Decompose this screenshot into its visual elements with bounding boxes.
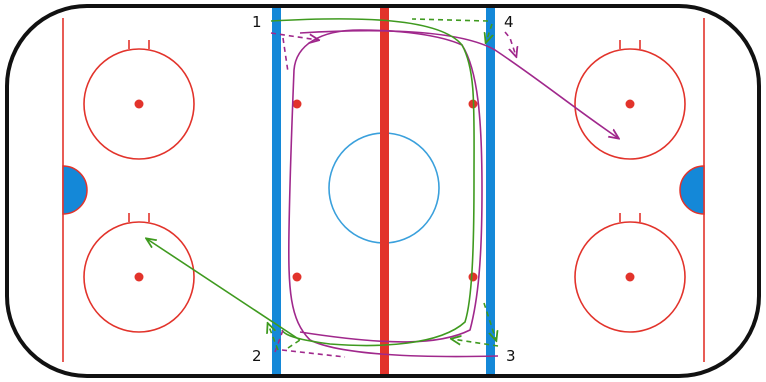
purple-pass-4-right [504,31,516,56]
purple-pass-2-to-3 [281,349,346,358]
player-label-2: 2 [252,347,262,365]
faceoff-circle-bottom-left [83,213,195,333]
player-label-3: 3 [506,347,516,365]
purple-pass-1-to-blue [270,32,318,40]
neutral-dot-top-left [292,99,302,109]
neutral-dot-bottom-left [292,272,302,282]
neutral-dot-bottom-right [468,272,478,282]
green-skate-route [270,18,475,347]
right-goal-crease [679,165,705,215]
left-goal-crease [62,165,88,215]
faceoff-circle-top-right [574,40,686,160]
right-blue-line [486,8,495,374]
left-blue-line [272,8,281,374]
purple-pass-1-down [282,37,289,73]
faceoff-circle-top-left [83,40,195,160]
purple-pass-2-down [274,329,284,353]
green-pass-4-down [486,23,492,42]
green-pass-3-to-left [452,339,499,347]
purple-skate-to-slot [299,29,618,138]
green-pass-2-up [268,324,279,351]
green-pass-4-to-1 [411,18,489,22]
player-label-1: 1 [252,13,262,31]
faceoff-circle-bottom-right [574,213,686,333]
player-label-4: 4 [504,13,514,31]
green-pass-3-up [483,302,496,340]
green-pass-2-right [287,339,301,349]
center-red-line [380,8,389,374]
